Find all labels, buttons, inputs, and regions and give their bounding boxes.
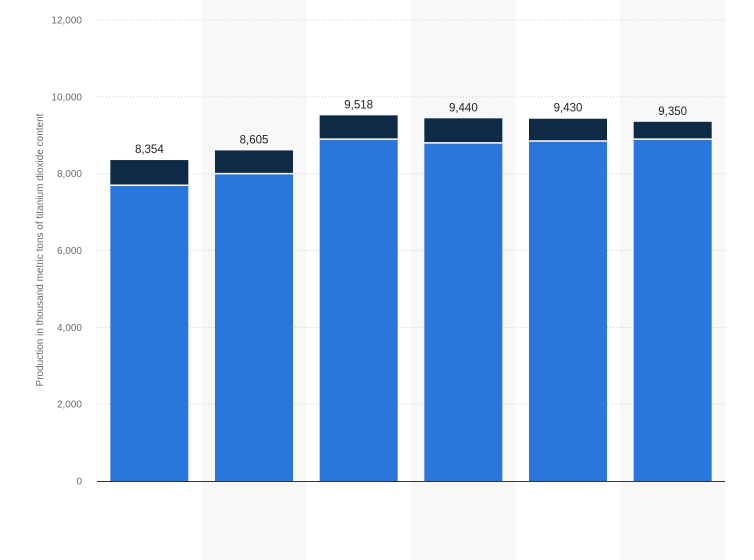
total-data-label: 9,518 (344, 99, 373, 111)
bar-segment-lower (424, 142, 503, 481)
bar-segment-lower (319, 139, 398, 481)
bar-segment-lower (529, 141, 607, 481)
y-tick-label: 10,000 (51, 92, 82, 103)
y-tick-label: 0 (76, 477, 82, 488)
bars (110, 115, 712, 482)
total-data-label: 9,440 (449, 102, 478, 114)
bar-segment-upper (529, 118, 607, 142)
bar-segment-upper (633, 121, 712, 140)
data-labels: 8,354 8,605 9,518 9,440 9,430 9,350 (135, 99, 687, 156)
y-tick-label: 6,000 (57, 246, 82, 257)
bar-segment-upper (215, 150, 293, 174)
bar-segment-lower (215, 173, 293, 481)
y-axis: 0 2,000 4,000 6,000 8,000 10,000 12,000 (51, 16, 725, 488)
bar-segment-upper (319, 115, 398, 140)
total-data-label: 8,605 (240, 134, 269, 146)
total-data-label: 9,430 (554, 103, 583, 115)
total-data-label: 8,354 (135, 144, 164, 156)
bar-segment-upper (110, 160, 189, 186)
total-data-label: 9,350 (658, 106, 687, 118)
bar-segment-lower (110, 185, 189, 482)
y-tick-label: 2,000 (57, 400, 82, 411)
y-tick-label: 8,000 (57, 169, 82, 180)
y-tick-label: 4,000 (57, 323, 82, 334)
bar-segment-upper (424, 118, 503, 143)
bar-segment-lower (633, 139, 712, 481)
y-axis-title: Production in thousand metric tons of ti… (35, 113, 46, 386)
y-tick-label: 12,000 (51, 16, 82, 27)
